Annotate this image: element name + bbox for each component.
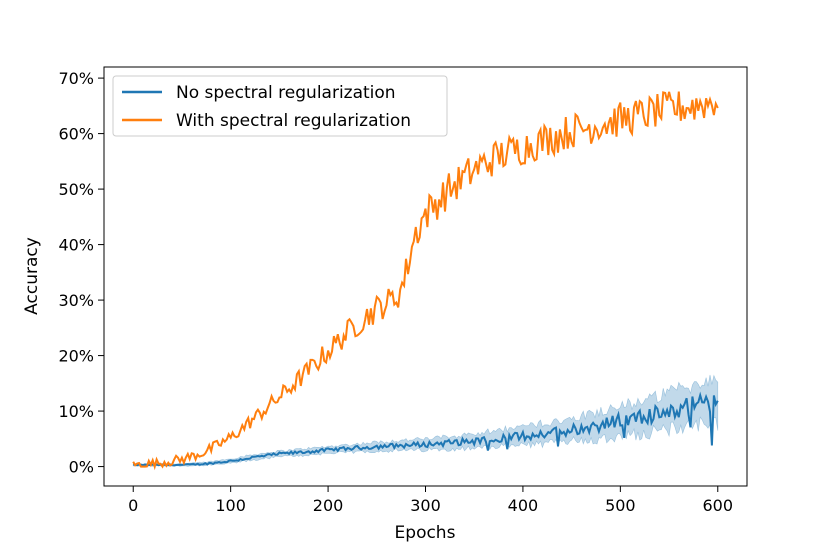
y-tick-label: 30% xyxy=(58,291,94,310)
no-spectral-band xyxy=(132,374,719,467)
legend-label-with-spectral: With spectral regularization xyxy=(176,111,411,131)
y-tick-label: 0% xyxy=(69,458,94,477)
x-tick-label: 200 xyxy=(313,496,344,515)
with-spectral-line xyxy=(132,91,719,471)
y-tick-label: 20% xyxy=(58,347,94,366)
y-axis: 0% 10% 20% 30% 40% 50% 60% 70% xyxy=(58,69,104,477)
x-axis-label: Epochs xyxy=(395,523,456,543)
legend-box xyxy=(112,75,448,137)
line-layer xyxy=(132,91,719,471)
y-tick-label: 70% xyxy=(58,69,94,88)
y-tick-label: 10% xyxy=(58,402,94,421)
x-tick-label: 0 xyxy=(128,496,138,515)
x-tick-label: 300 xyxy=(410,496,441,515)
y-tick-label: 60% xyxy=(58,125,94,144)
legend: No spectral regularization With spectral… xyxy=(112,75,448,137)
x-tick-label: 500 xyxy=(605,496,636,515)
band-layer xyxy=(132,374,719,467)
no-spectral-line xyxy=(133,391,719,467)
y-axis-label: Accuracy xyxy=(22,237,42,315)
x-axis: 0 100 200 300 400 500 600 xyxy=(128,486,733,515)
legend-label-no-spectral: No spectral regularization xyxy=(176,83,396,103)
y-tick-label: 40% xyxy=(58,236,94,255)
y-tick-label: 50% xyxy=(58,180,94,199)
x-tick-label: 600 xyxy=(702,496,733,515)
x-tick-label: 400 xyxy=(508,496,539,515)
x-tick-label: 100 xyxy=(215,496,246,515)
